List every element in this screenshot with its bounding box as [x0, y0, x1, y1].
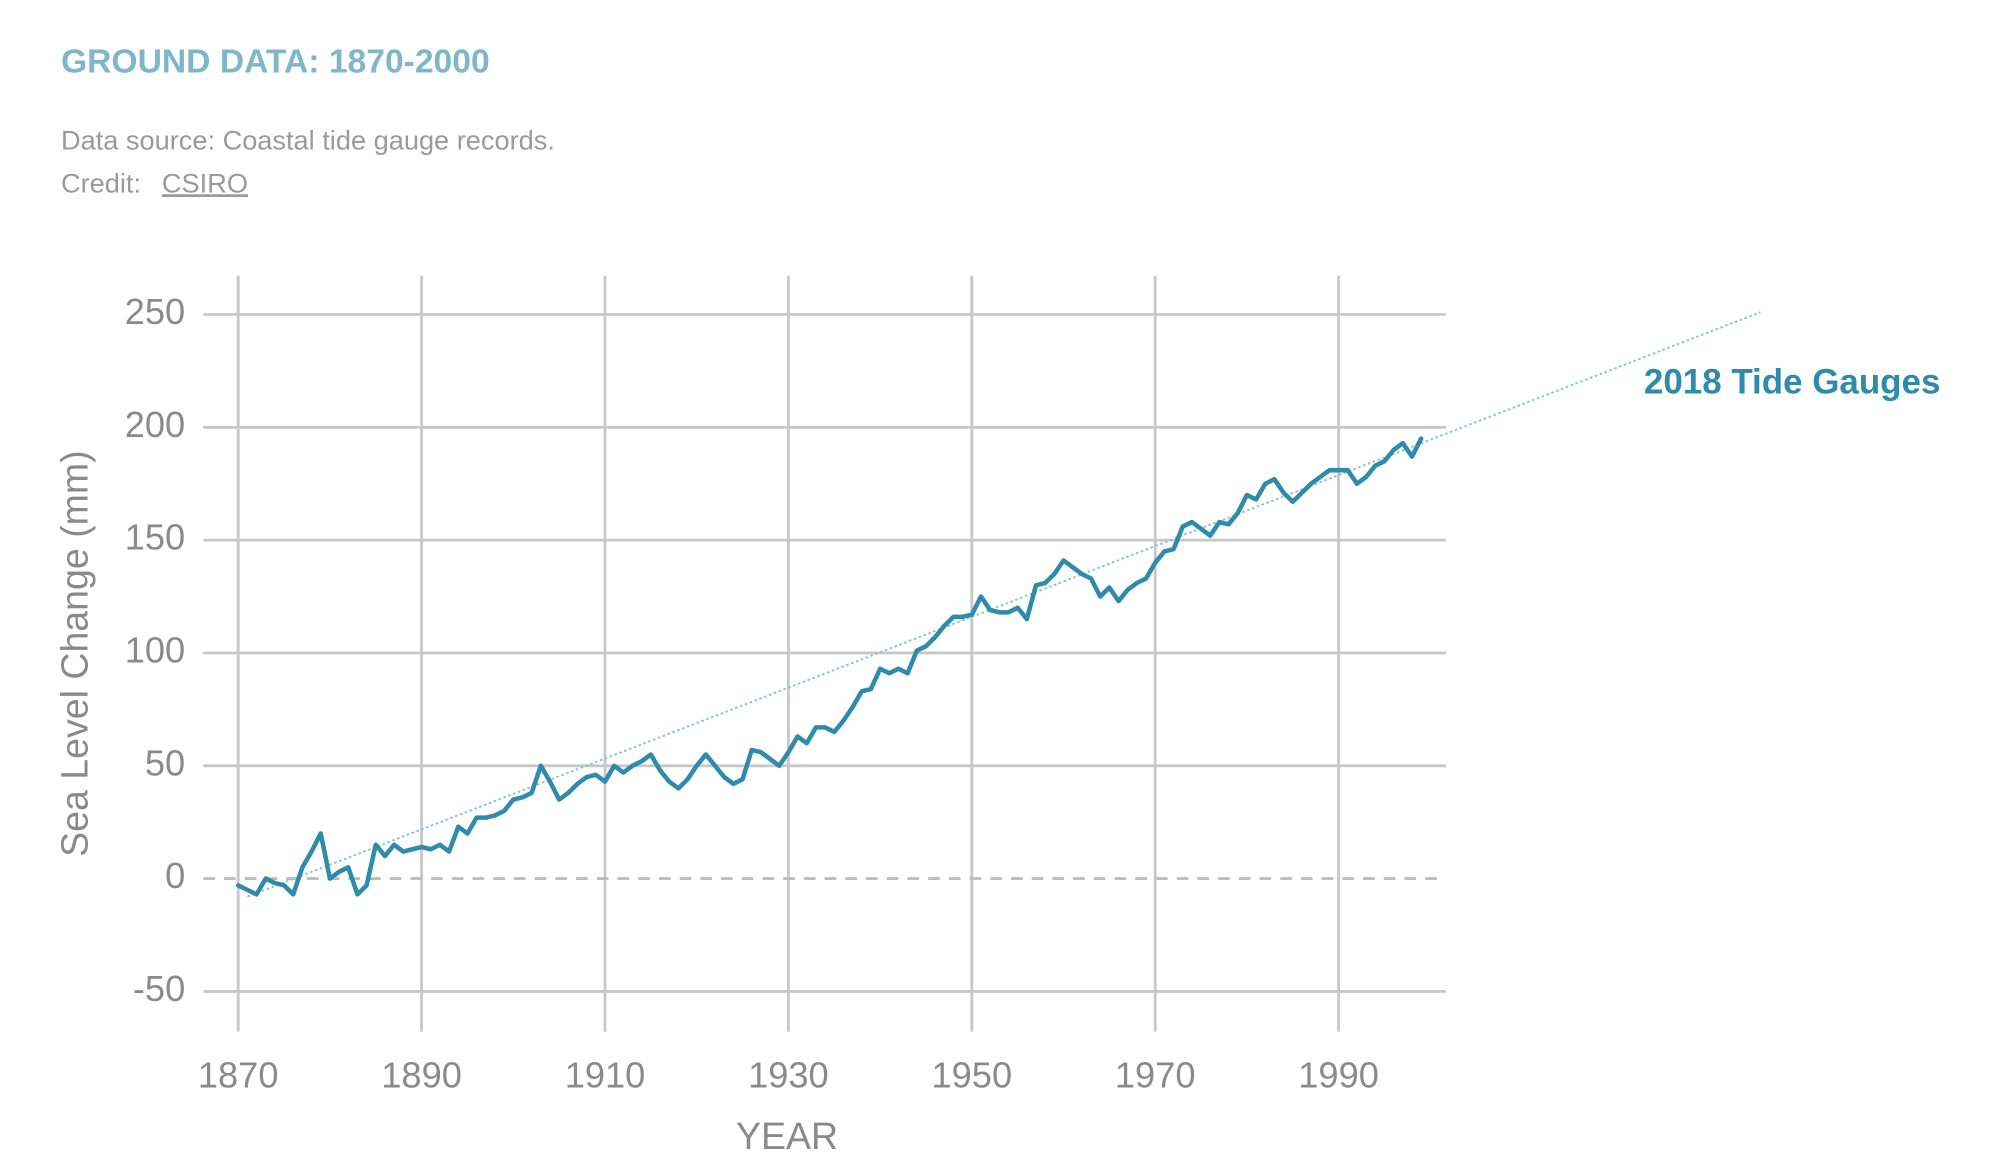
x-tick-label: 1930: [748, 1055, 829, 1096]
credit-label: Credit:: [61, 167, 141, 198]
y-tick-label: 100: [125, 630, 185, 671]
y-tick-label: 250: [125, 291, 185, 332]
chart-title: GROUND DATA: 1870-2000: [61, 43, 490, 80]
y-tick-label: 50: [145, 742, 185, 783]
legend-label: 2018 Tide Gauges: [1644, 363, 1940, 402]
x-tick-label: 1950: [931, 1055, 1012, 1096]
y-axis-label: Sea Level Change (mm): [54, 450, 96, 857]
x-tick-label: 1870: [198, 1055, 279, 1096]
y-tick-label: 200: [125, 404, 185, 445]
x-tick-label: 1970: [1115, 1055, 1196, 1096]
y-tick-label: -50: [133, 968, 185, 1009]
x-tick-label: 1890: [381, 1055, 462, 1096]
x-tick-label: 1990: [1298, 1055, 1379, 1096]
trend-line: [247, 311, 1761, 898]
data-source: Data source: Coastal tide gauge records.: [61, 125, 555, 156]
data-line: [235, 436, 1424, 897]
credit-link[interactable]: CSIRO: [162, 167, 248, 198]
y-tick-label: 0: [165, 855, 185, 896]
x-axis-label: YEAR: [736, 1115, 838, 1157]
y-tick-label: 150: [125, 517, 185, 558]
x-tick-label: 1910: [565, 1055, 646, 1096]
